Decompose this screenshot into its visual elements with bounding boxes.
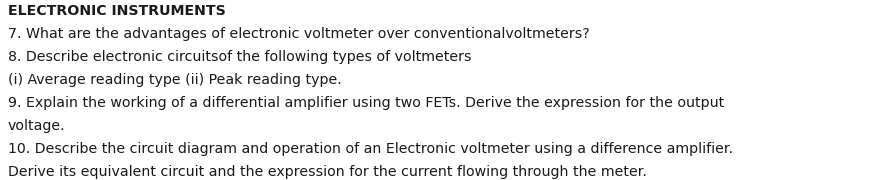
Text: ELECTRONIC INSTRUMENTS: ELECTRONIC INSTRUMENTS [8,4,225,18]
Text: 10. Describe the circuit diagram and operation of an Electronic voltmeter using : 10. Describe the circuit diagram and ope… [8,142,733,156]
Text: 9. Explain the working of a differential amplifier using two FETs. Derive the ex: 9. Explain the working of a differential… [8,96,724,110]
Text: 7. What are the advantages of electronic voltmeter over conventionalvoltmeters?: 7. What are the advantages of electronic… [8,27,589,41]
Text: Derive its equivalent circuit and the expression for the current flowing through: Derive its equivalent circuit and the ex… [8,165,647,179]
Text: (i) Average reading type (ii) Peak reading type.: (i) Average reading type (ii) Peak readi… [8,73,342,87]
Text: 8. Describe electronic circuitsof the following types of voltmeters: 8. Describe electronic circuitsof the fo… [8,50,472,64]
Text: voltage.: voltage. [8,119,66,133]
